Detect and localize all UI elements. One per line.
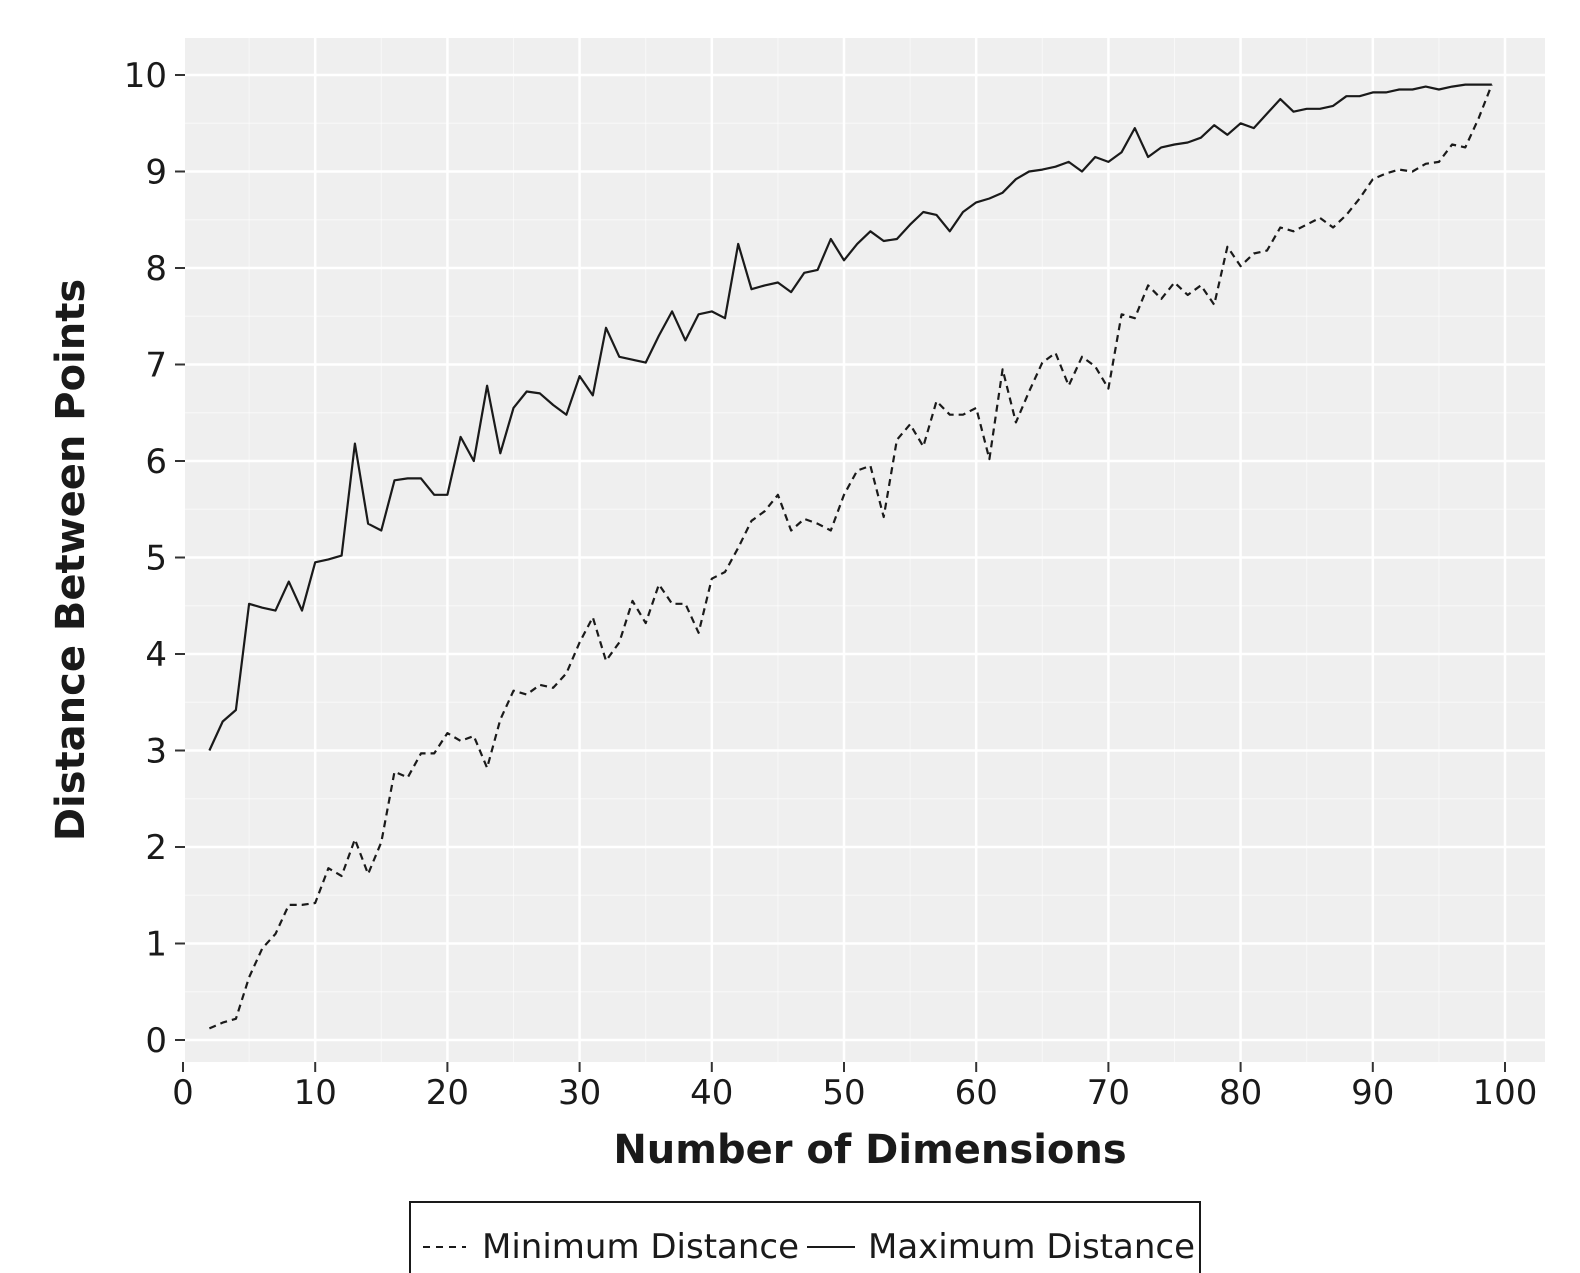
y-tick-label: 3 — [145, 732, 167, 772]
y-tick-label: 6 — [145, 442, 167, 482]
minor-gridlines — [185, 38, 1545, 1062]
x-tick-label: 90 — [1351, 1073, 1394, 1113]
legend-label-maximum-distance: Maximum Distance — [868, 1227, 1195, 1267]
x-tick-label: 40 — [690, 1073, 733, 1113]
x-tick-label: 50 — [822, 1073, 865, 1113]
y-tick-label: 0 — [145, 1021, 167, 1061]
series-line-maximum-distance — [208, 83, 1492, 751]
legend-label-minimum-distance: Minimum Distance — [482, 1227, 799, 1267]
x-tick-label: 100 — [1473, 1073, 1538, 1113]
x-tick-label: 0 — [172, 1073, 194, 1113]
y-tick-label: 9 — [145, 153, 167, 193]
legend: Minimum Distance Maximum Distance — [409, 1201, 1201, 1273]
y-axis: 0 1 2 3 4 5 6 7 8 9 10 — [124, 56, 185, 1061]
x-tick-label: 20 — [426, 1073, 469, 1113]
series-layer — [208, 83, 1493, 1030]
x-tick-label: 10 — [294, 1073, 337, 1113]
x-axis: 0 10 20 30 40 50 60 70 80 90 100 — [172, 1062, 1537, 1113]
series-line-minimum-distance — [208, 84, 1493, 1030]
y-tick-label: 7 — [145, 346, 167, 386]
x-tick-label: 60 — [955, 1073, 998, 1113]
y-tick-label: 2 — [145, 828, 167, 868]
legend-box — [409, 1201, 1201, 1273]
y-tick-label: 5 — [145, 539, 167, 579]
major-gridlines — [181, 38, 1545, 1062]
x-axis-title: Number of Dimensions — [613, 1127, 1126, 1173]
x-tick-label: 80 — [1219, 1073, 1262, 1113]
y-tick-label: 10 — [124, 56, 167, 96]
y-tick-label: 4 — [145, 635, 167, 675]
x-tick-label: 30 — [558, 1073, 601, 1113]
y-tick-label: 8 — [145, 249, 167, 289]
x-tick-label: 70 — [1087, 1073, 1130, 1113]
plot-area — [185, 38, 1545, 1062]
y-axis-title: Distance Between Points — [48, 279, 94, 841]
y-tick-label: 1 — [145, 925, 167, 965]
